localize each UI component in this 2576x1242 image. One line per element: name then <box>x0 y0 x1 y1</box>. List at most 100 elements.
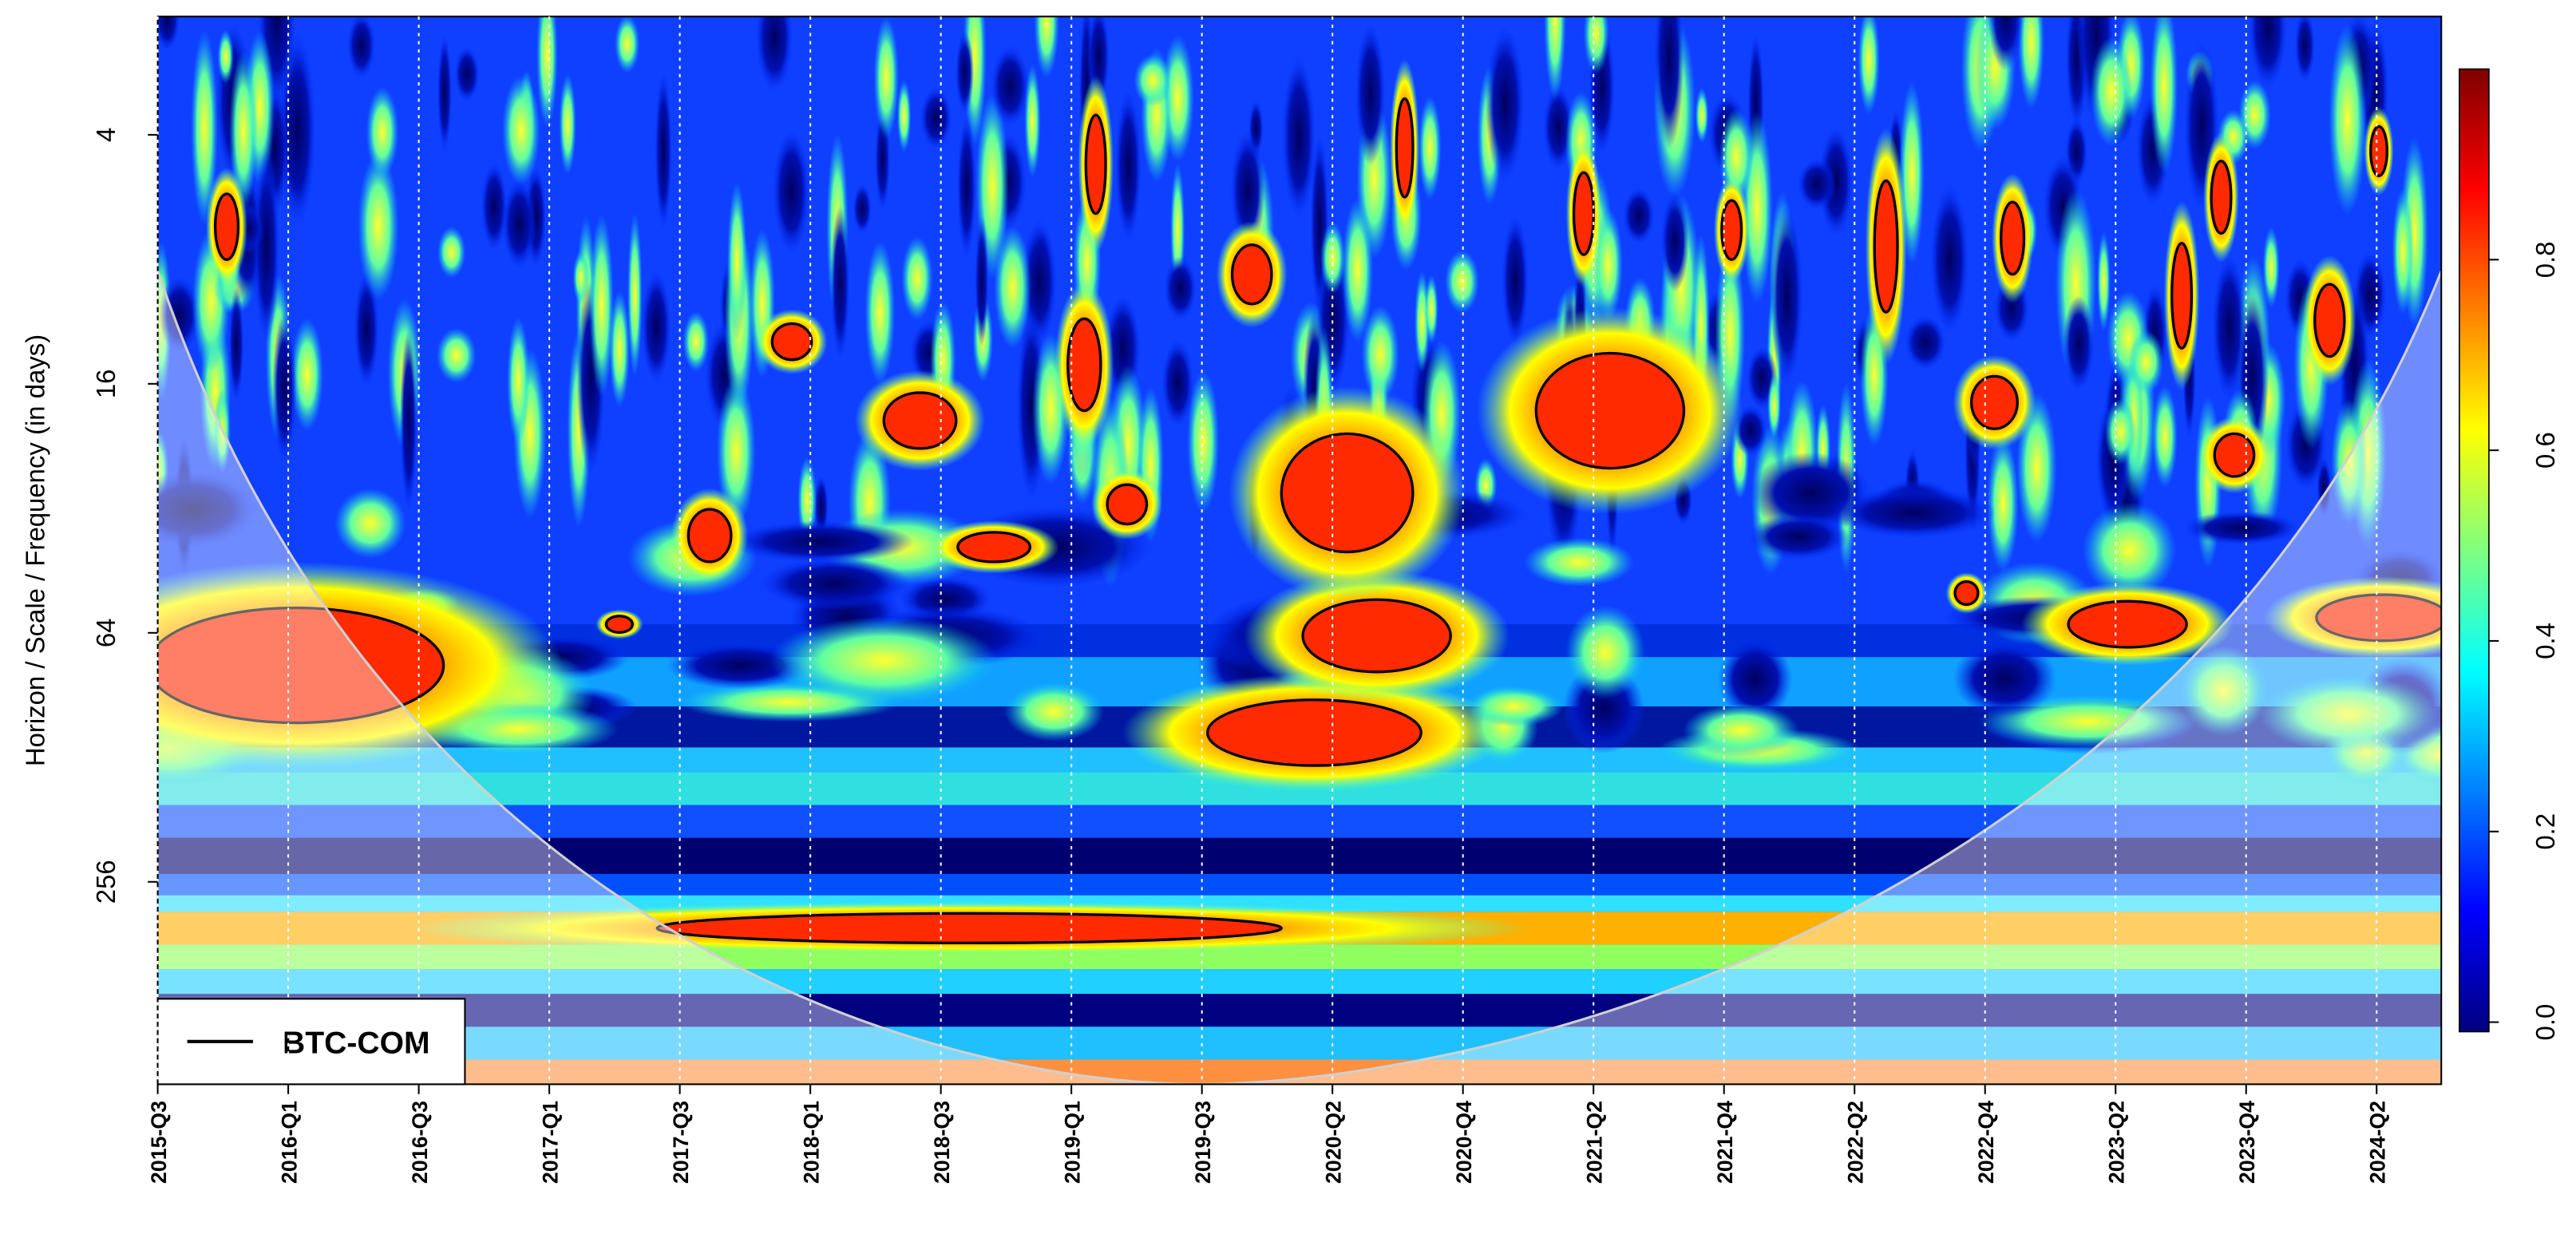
heat-streak <box>1424 275 1438 344</box>
heat-streak <box>1024 64 1041 178</box>
heat-streak <box>1905 314 1946 370</box>
heat-streak <box>716 376 756 526</box>
heat-streak <box>502 75 540 186</box>
heat-streak <box>655 69 672 231</box>
x-tick-label: 2016-Q3 <box>408 1101 432 1184</box>
heat-streak <box>901 236 933 321</box>
heat-streak <box>1355 22 1386 166</box>
significance-contour <box>604 615 634 635</box>
x-tick-label: 2023-Q2 <box>2105 1101 2129 1184</box>
heat-streak <box>1485 25 1525 183</box>
significance-contour <box>1280 432 1415 554</box>
heat-band <box>157 1026 2442 1060</box>
heat-streak <box>1361 306 1399 403</box>
heat-streak <box>830 205 850 362</box>
x-tick-label: 2022-Q4 <box>1974 1101 1998 1184</box>
significance-contour <box>956 531 1032 564</box>
x-tick-label: 2020-Q4 <box>1452 1101 1476 1184</box>
heat-streak <box>536 16 558 128</box>
significance-contour <box>2000 200 2026 276</box>
heat-streak <box>609 291 630 408</box>
heat-streak <box>1034 16 1059 78</box>
y-tick-label: 256 <box>91 860 121 904</box>
heat-band <box>157 805 2442 838</box>
heat-streak <box>1419 96 1442 200</box>
x-tick-label: 2019-Q1 <box>1060 1101 1084 1184</box>
heat-streak <box>366 86 399 178</box>
significance-contour <box>2313 283 2346 358</box>
significance-contour <box>1206 698 1423 767</box>
significance-contour <box>1230 243 1273 306</box>
heat-patch <box>1718 637 1793 722</box>
heat-patch <box>2259 674 2438 753</box>
heat-streak <box>1230 129 1265 251</box>
heat-streak <box>2063 295 2095 392</box>
significance-contour <box>1720 199 1743 261</box>
heat-streak <box>2097 231 2111 332</box>
heat-streak <box>627 212 643 377</box>
heat-streak <box>481 161 508 252</box>
y-tick-label: 4 <box>91 128 121 142</box>
heat-streak <box>589 214 614 398</box>
heat-streak <box>358 152 399 300</box>
heat-streak <box>2090 36 2133 147</box>
heat-streak <box>1583 16 1609 74</box>
heat-streak <box>1502 214 1529 347</box>
heat-patch <box>1565 605 1645 699</box>
heat-streak <box>1281 55 1316 220</box>
heat-streak <box>1164 255 1197 321</box>
significance-contour <box>1572 171 1595 256</box>
y-axis-label: Horizon / Scale / Frequency (in days) <box>21 334 50 766</box>
heat-patch <box>1830 487 1997 539</box>
heat-streak <box>1695 87 1709 144</box>
heat-patch <box>759 557 910 610</box>
heat-streak <box>2392 188 2414 315</box>
heat-patch <box>728 520 915 564</box>
heat-band <box>157 994 2442 1027</box>
heat-patch <box>1748 513 1849 560</box>
heat-streak <box>559 73 576 175</box>
heat-streak <box>158 275 200 354</box>
x-tick-label: 2021-Q2 <box>1582 1101 1606 1184</box>
heat-streak <box>346 16 376 79</box>
heat-streak <box>615 16 640 73</box>
significance-contour <box>2369 125 2388 177</box>
significance-contour <box>1873 179 1899 314</box>
heat-streak <box>437 227 466 279</box>
x-tick-label: 2023-Q4 <box>2235 1101 2259 1184</box>
heat-patch <box>334 488 406 559</box>
heat-streak <box>2128 330 2164 394</box>
heat-streak <box>1593 208 1623 322</box>
heat-streak <box>1623 187 1655 245</box>
heat-streak <box>1445 250 1479 314</box>
colorbar-tick-label: 0.2 <box>2530 813 2560 850</box>
heat-streak <box>229 50 258 211</box>
x-tick-label: 2022-Q2 <box>1844 1101 1868 1184</box>
heat-streak <box>1187 370 1220 514</box>
heat-streak <box>896 80 912 152</box>
heat-streak <box>217 30 234 84</box>
heat-streak <box>873 16 899 140</box>
heat-streak <box>2150 16 2178 174</box>
x-tick-label: 2020-Q2 <box>1321 1101 1345 1184</box>
heat-patch <box>2182 511 2301 545</box>
heat-streak <box>975 215 989 347</box>
heat-streak <box>755 16 793 93</box>
heat-streak <box>2329 24 2367 216</box>
heat-streak <box>2152 386 2178 488</box>
legend: BTC-COM <box>156 998 466 1086</box>
heat-streak <box>853 184 873 235</box>
heat-streak <box>1544 16 1566 101</box>
significance-contour <box>2210 160 2233 235</box>
heat-streak <box>507 317 530 445</box>
heat-streak <box>1858 16 1880 115</box>
heat-streak <box>956 30 974 115</box>
significance-contour <box>1969 374 2019 430</box>
heat-streak <box>437 33 453 153</box>
significance-contour <box>1066 317 1102 413</box>
x-tick-label: 2018-Q3 <box>930 1101 954 1184</box>
heat-patch <box>1683 703 1799 757</box>
significance-contour <box>157 606 445 725</box>
heat-patch <box>1004 681 1105 742</box>
x-tick-label: 2017-Q3 <box>669 1101 693 1184</box>
